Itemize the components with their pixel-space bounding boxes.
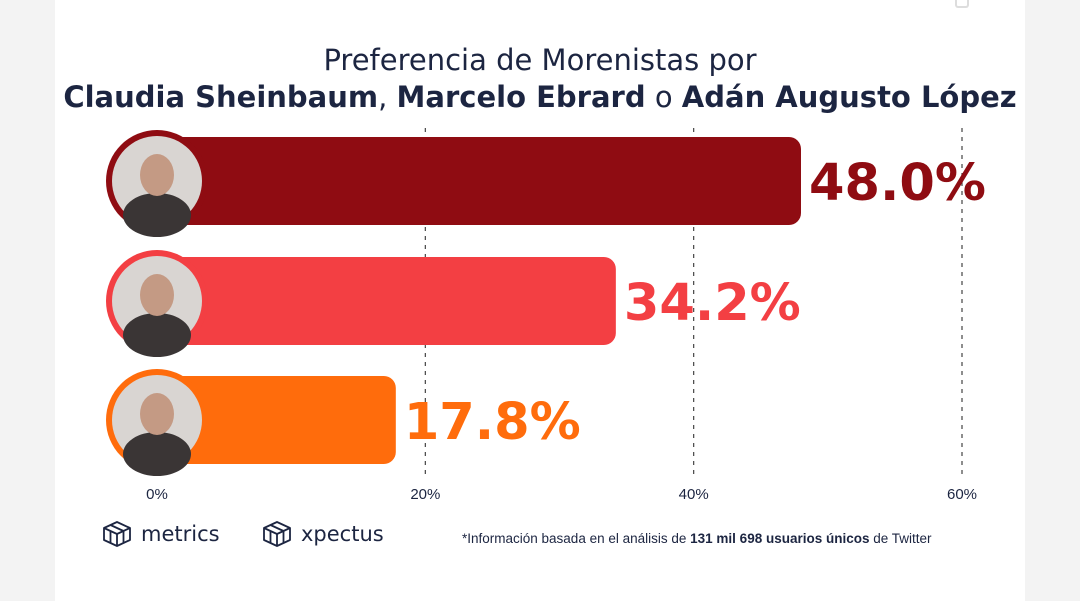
x-tick-label-60: 60% (947, 486, 977, 503)
x-tick-label-20: 20% (410, 486, 440, 503)
footnote-prefix: *Información basada en el análisis de (462, 531, 691, 546)
source-footnote: *Información basada en el análisis de 13… (462, 531, 932, 546)
bar-1 (157, 137, 801, 225)
x-tick-label-0: 0% (146, 486, 168, 503)
chart-title-line1: Preferencia de Morenistas por (323, 43, 757, 77)
xpectus-logo-text: xpectus (301, 522, 384, 546)
avatar-face-2 (140, 274, 174, 316)
xpectus-logo: xpectus (261, 520, 384, 548)
avatar-shoulders-2 (123, 313, 191, 357)
metrics-logo: metrics (101, 520, 220, 548)
footnote-suffix: de Twitter (869, 531, 932, 546)
xpectus-cube-icon (263, 521, 291, 547)
metrics-logo-text: metrics (141, 522, 220, 546)
bar-2 (157, 257, 616, 345)
metrics-cube-icon (103, 521, 131, 547)
title-name-lopez: Adán Augusto López (681, 80, 1017, 114)
bar-3 (157, 376, 396, 464)
title-separator-1: , (378, 80, 397, 114)
value-label-3: 17.8% (404, 393, 581, 452)
title-name-sheinbaum: Claudia Sheinbaum (63, 80, 379, 114)
title-separator-2: o (645, 80, 682, 114)
avatar-shoulders-1 (123, 193, 191, 237)
avatar-shoulders-3 (123, 432, 191, 476)
avatar-face-1 (140, 154, 174, 196)
avatar-face-3 (140, 393, 174, 435)
corner-icon (955, 0, 969, 8)
value-label-1: 48.0% (809, 154, 986, 213)
value-label-2: 34.2% (624, 274, 801, 333)
chart-title-line2: Claudia Sheinbaum, Marcelo Ebrard o Adán… (0, 80, 1080, 114)
footnote-bold: 131 mil 698 usuarios únicos (690, 531, 870, 546)
x-tick-label-40: 40% (679, 486, 709, 503)
title-name-ebrard: Marcelo Ebrard (396, 80, 646, 114)
